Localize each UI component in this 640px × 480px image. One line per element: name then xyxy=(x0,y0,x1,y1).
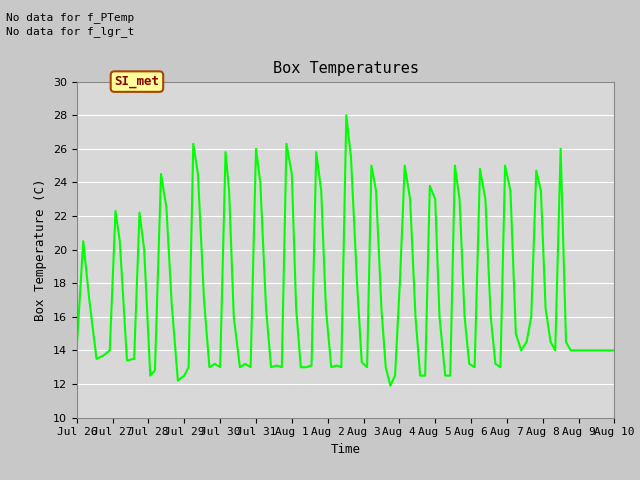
Text: SI_met: SI_met xyxy=(115,75,159,88)
Text: No data for f_PTemp: No data for f_PTemp xyxy=(6,12,134,23)
Text: No data for f_lgr_t: No data for f_lgr_t xyxy=(6,26,134,37)
Y-axis label: Box Temperature (C): Box Temperature (C) xyxy=(35,179,47,321)
X-axis label: Time: Time xyxy=(331,443,360,456)
Title: Box Temperatures: Box Temperatures xyxy=(273,61,419,76)
